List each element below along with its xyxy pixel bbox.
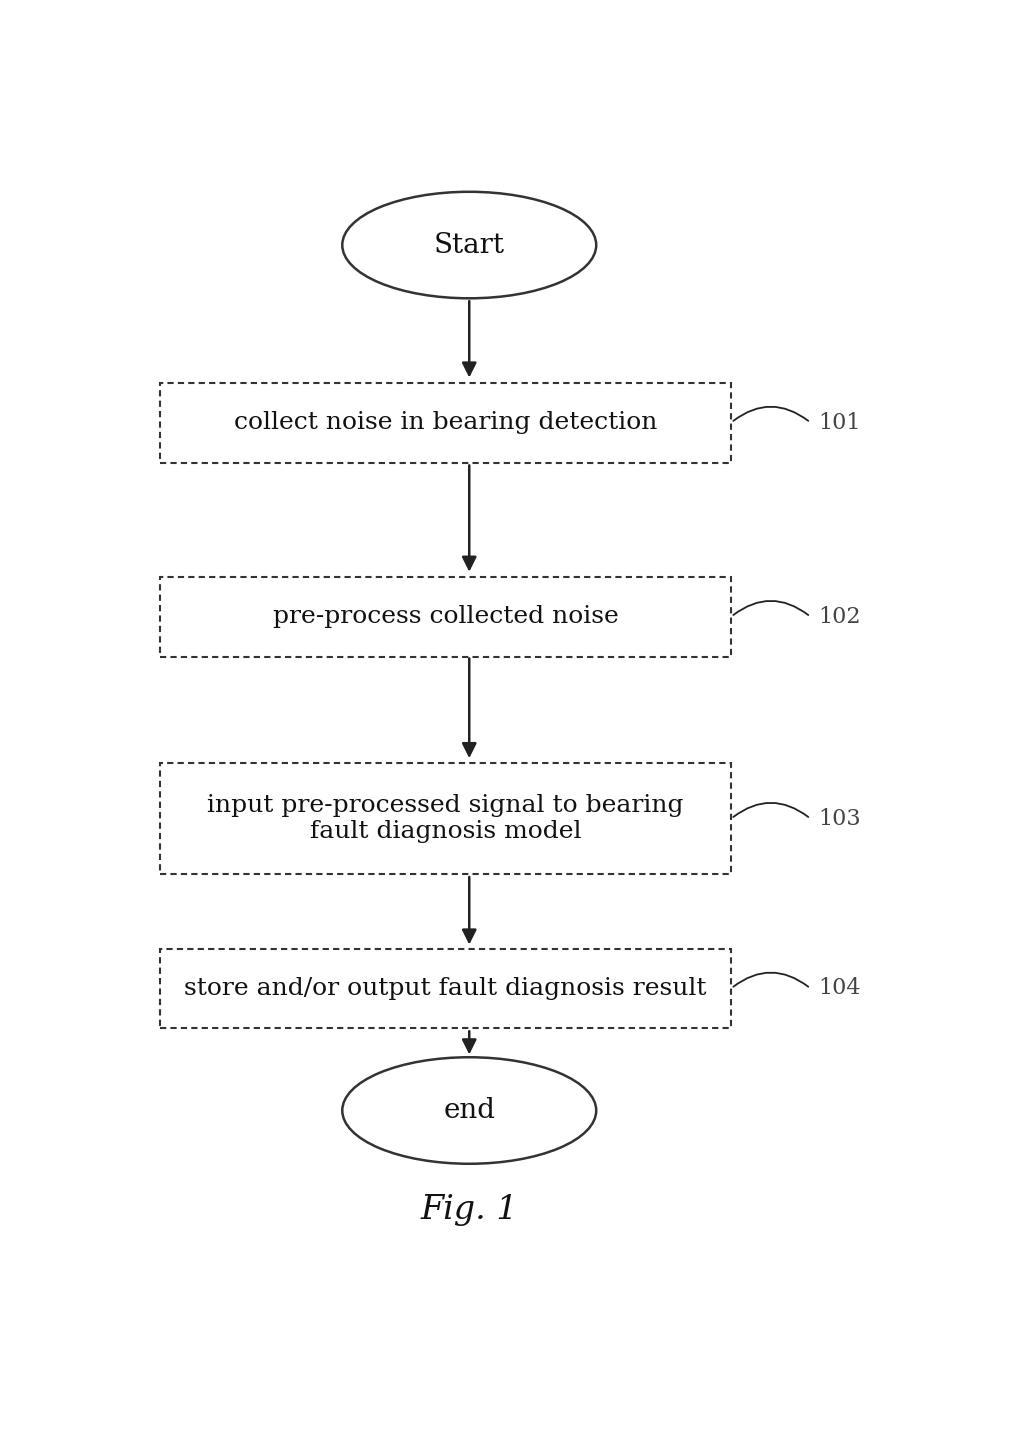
FancyArrowPatch shape (733, 406, 808, 421)
FancyArrowPatch shape (733, 973, 808, 987)
Bar (160, 576, 731, 657)
Bar (160, 948, 731, 1029)
Text: end: end (443, 1097, 496, 1124)
Text: 104: 104 (818, 977, 861, 1000)
Text: input pre-processed signal to bearing
fault diagnosis model: input pre-processed signal to bearing fa… (207, 794, 684, 843)
Text: store and/or output fault diagnosis result: store and/or output fault diagnosis resu… (184, 977, 707, 1000)
Text: 103: 103 (818, 808, 861, 830)
Text: pre-process collected noise: pre-process collected noise (272, 605, 618, 628)
Text: collect noise in bearing detection: collect noise in bearing detection (233, 411, 657, 434)
Ellipse shape (342, 1058, 596, 1164)
Text: 101: 101 (818, 412, 861, 434)
Ellipse shape (342, 192, 596, 298)
FancyArrowPatch shape (733, 803, 808, 817)
Text: Fig. 1: Fig. 1 (421, 1195, 518, 1226)
Bar (160, 764, 731, 875)
Text: Start: Start (434, 232, 505, 258)
Text: 102: 102 (818, 605, 861, 628)
FancyArrowPatch shape (733, 601, 808, 615)
Bar (160, 383, 731, 463)
